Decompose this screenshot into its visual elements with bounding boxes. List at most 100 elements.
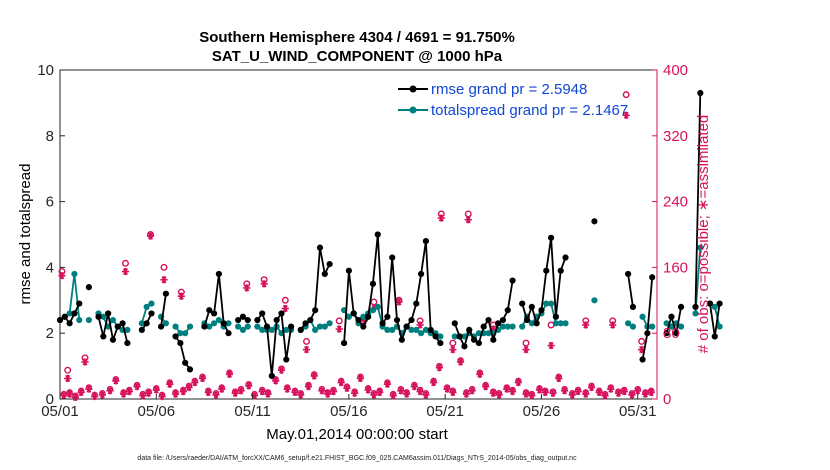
rmse-point — [268, 372, 275, 380]
chart-title-line1: Southern Hemisphere 4304 / 4691 = 91.750… — [199, 29, 515, 46]
x-tick-label: 05/01 — [41, 403, 79, 420]
rmse-point — [278, 310, 285, 317]
obs-assimilated-marker — [260, 280, 268, 288]
rmse-point — [711, 333, 718, 340]
rmse-point — [259, 310, 266, 317]
obs-assimilated-marker — [503, 385, 511, 393]
totalspread-point — [235, 323, 242, 330]
obs-assimilated-marker — [456, 358, 465, 366]
obs-assimilated-marker — [364, 386, 372, 394]
rmse-point — [485, 316, 492, 324]
obs-assimilated-marker — [81, 358, 89, 366]
totalspread-point — [413, 326, 420, 334]
rmse-point — [172, 333, 179, 340]
rmse-point — [374, 231, 381, 238]
rmse-point — [509, 277, 516, 284]
rmse-point — [649, 274, 656, 281]
rmse-point — [114, 323, 121, 330]
totalspread-point — [124, 326, 131, 334]
totalspread-point — [186, 323, 194, 330]
totalspread-point — [629, 323, 637, 330]
y-axis-right-label: # of obs: o=possible; ∗=assimilated — [695, 115, 712, 354]
rmse-point — [95, 313, 102, 320]
obs-assimilated-marker — [119, 390, 128, 398]
totalspread-point — [210, 320, 218, 327]
obs-assimilated-marker — [85, 385, 93, 393]
obs-assimilated-marker — [370, 391, 378, 399]
obs-assimilated-marker — [302, 346, 311, 354]
totalspread-point — [437, 333, 444, 340]
totalspread-point — [528, 320, 535, 327]
rmse-point — [663, 330, 670, 337]
obs-assimilated-marker — [310, 372, 318, 380]
obs-assimilated-marker — [144, 389, 153, 397]
obs-assimilated-marker — [351, 389, 359, 397]
rmse-line — [627, 273, 634, 308]
obs-assimilated-marker — [356, 374, 365, 383]
obs-assimilated-marker — [403, 390, 411, 398]
obs-assimilated-marker — [98, 391, 106, 399]
rmse-point — [215, 270, 222, 278]
obs-assimilated-marker — [237, 387, 245, 395]
right-tick-label: 80 — [663, 325, 680, 342]
totalspread-point — [259, 326, 266, 334]
x-axis-ticks: 05/01 05/06 05/11 05/16 05/21 05/26 05/31 — [41, 394, 657, 420]
totalspread-point — [692, 310, 699, 317]
rmse-point — [312, 307, 319, 314]
rmse-point — [562, 254, 569, 261]
obs-assimilated-marker — [508, 387, 517, 396]
rmse-point — [504, 307, 511, 314]
totalspread-point — [591, 297, 598, 304]
obs-assimilated-marker — [212, 391, 220, 399]
rmse-point — [273, 316, 280, 324]
rmse-point — [360, 323, 367, 330]
x-tick-label: 05/21 — [426, 403, 464, 420]
totalspread-point — [85, 316, 92, 324]
legend-rmse-marker — [409, 85, 417, 93]
rmse-point — [263, 323, 271, 330]
rmse-series — [56, 89, 723, 380]
right-tick-label: 240 — [663, 194, 688, 211]
rmse-point — [427, 326, 434, 334]
totalspread-point — [697, 244, 704, 251]
obs-assimilated-marker — [318, 387, 326, 395]
obs-possible-marker — [335, 317, 343, 325]
totalspread-point — [519, 323, 526, 330]
rmse-point — [225, 330, 232, 337]
obs-assimilated-marker — [560, 387, 569, 395]
obs-assimilated-marker — [395, 298, 403, 306]
obs-assimilated-marker — [106, 387, 114, 395]
totalspread-point — [543, 300, 550, 307]
totalspread-point — [162, 320, 170, 327]
obs-assimilated-marker — [191, 378, 199, 387]
obs-assimilated-marker — [343, 384, 351, 392]
right-tick-label: 160 — [663, 259, 688, 276]
obs-assimilated-marker — [449, 346, 457, 354]
rmse-point — [499, 316, 507, 324]
totalspread-point — [562, 320, 569, 327]
totalspread-point — [384, 326, 391, 334]
obs-assimilated-marker — [185, 383, 193, 392]
rmse-point — [692, 303, 699, 310]
obs-assimilated-marker — [245, 382, 253, 390]
obs-assimilated-marker — [535, 386, 544, 394]
obs-assimilated-marker — [514, 378, 522, 387]
totalspread-point — [172, 323, 179, 330]
obs-assimilated-marker — [60, 392, 68, 400]
obs-assimilated-marker — [522, 390, 530, 398]
obs-assimilated-marker — [66, 390, 74, 398]
obs-assimilated-marker — [231, 389, 239, 397]
legend-rmse-label: rmse grand pr = 2.5948 — [431, 81, 587, 98]
obs-assimilated-marker — [468, 387, 476, 395]
rmse-point — [547, 234, 555, 241]
obs-assimilated-marker — [416, 321, 424, 329]
rmse-point — [528, 303, 535, 310]
rmse-point — [403, 323, 410, 330]
x-tick-label: 05/16 — [330, 403, 368, 420]
x-axis-label: May.01,2014 00:00:00 start — [266, 426, 448, 443]
totalspread-point — [639, 313, 646, 320]
obs-assimilated-marker — [607, 385, 615, 393]
obs-possible-marker — [622, 91, 630, 99]
totalspread-point — [225, 320, 232, 327]
